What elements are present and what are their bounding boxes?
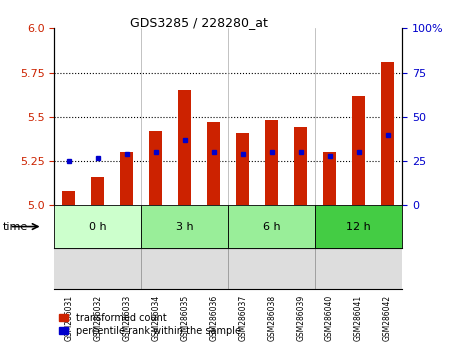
Bar: [149, 131, 162, 205]
Bar: [265, 120, 278, 205]
Bar: [141, 205, 228, 248]
Text: 6 h: 6 h: [263, 222, 280, 232]
Bar: [91, 177, 105, 205]
Bar: [294, 127, 307, 205]
Text: time: time: [2, 222, 27, 232]
Text: 3 h: 3 h: [176, 222, 193, 232]
Bar: [352, 96, 365, 205]
Text: 0 h: 0 h: [89, 222, 107, 232]
Text: GDS3285 / 228280_at: GDS3285 / 228280_at: [130, 16, 268, 29]
Bar: [207, 122, 220, 205]
Bar: [323, 152, 336, 205]
Bar: [236, 133, 249, 205]
Bar: [381, 62, 394, 205]
Bar: [120, 152, 133, 205]
Bar: [178, 90, 191, 205]
Bar: [315, 205, 402, 248]
Bar: [62, 191, 75, 205]
Bar: [54, 205, 141, 248]
Text: 12 h: 12 h: [346, 222, 371, 232]
Bar: [228, 205, 315, 248]
Legend: transformed count, percentile rank within the sample: transformed count, percentile rank withi…: [59, 313, 241, 336]
